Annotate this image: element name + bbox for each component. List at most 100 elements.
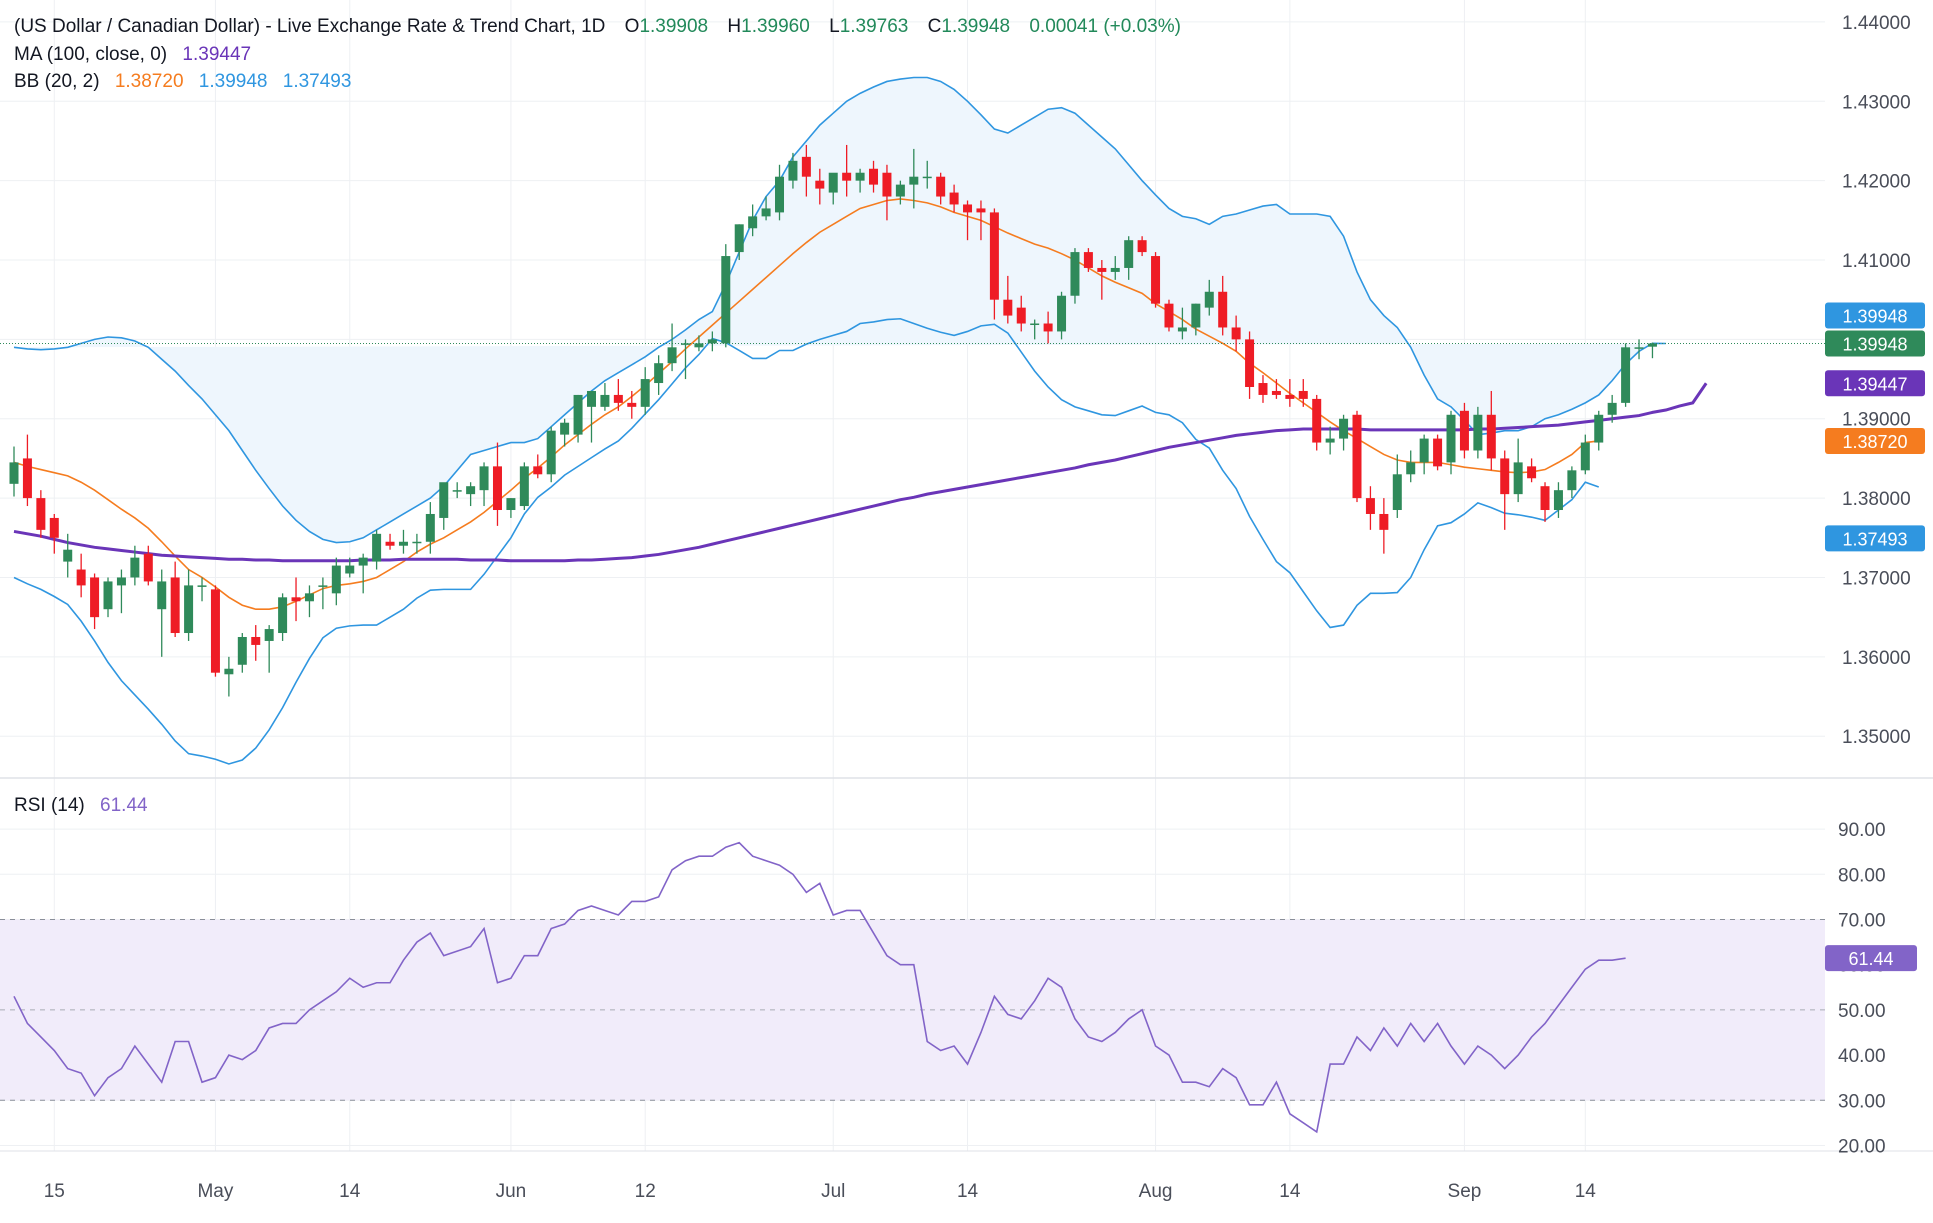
candle-body [949,192,959,205]
candle-body [1433,438,1443,467]
candle-body [1137,240,1147,253]
candle-body [1285,394,1295,399]
candle [1647,342,1657,359]
candle [949,184,959,213]
candle [1379,498,1389,554]
candle-body [1339,418,1349,439]
candle [694,335,704,352]
price-tick-label: 1.43000 [1842,92,1911,113]
bb-mid-price-label: 1.38720 [1842,432,1907,452]
candle [654,355,664,395]
rsi-value-tag: 61.44 [1825,945,1917,972]
candle-body [1553,490,1563,511]
candle [627,390,637,419]
candle [1553,482,1563,518]
candle-body [936,176,946,197]
candle-body [815,180,825,189]
candle-body [479,466,489,491]
rsi-tick-label: 90.00 [1838,820,1886,841]
candle [922,160,932,189]
chart-header: (US Dollar / Canadian Dollar) - Live Exc… [14,16,1181,37]
candle-body [1527,466,1537,479]
candle [1137,236,1147,257]
candle [143,545,153,586]
candle [1110,256,1120,280]
price-tick-label: 1.44000 [1842,13,1911,34]
time-tick-label: 12 [635,1181,656,1202]
candle [788,152,798,189]
candle [251,625,261,661]
candle [1392,454,1402,518]
candle-body [76,569,86,586]
candle-body [600,394,610,407]
candle [976,200,986,241]
rsi-legend-value: 61.44 [100,795,148,816]
rsi-tick-label: 40.00 [1838,1046,1886,1067]
price-tick-label: 1.41000 [1842,251,1911,272]
candle-body [694,343,704,348]
candle [1486,390,1496,471]
candle [157,569,167,657]
candle [1365,486,1375,530]
candle [828,172,838,205]
candle [1003,275,1013,324]
bb-legend-lower: 1.37493 [283,71,352,92]
candle [1473,406,1483,459]
bb-lower-price-tag: 1.37493 [1825,525,1925,552]
candle-body [103,581,113,610]
candle-body [1271,390,1281,395]
ohlc-low-value: 1.39763 [840,16,909,37]
candle-body [170,577,180,634]
candle-body [546,430,556,475]
candle [842,144,852,197]
price-labels: 1.39948 1.39948 1.39447 1.38720 1.37493 … [1825,302,1925,972]
ma-legend-label: MA (100, close, 0) [14,44,167,65]
candle-body [573,394,583,435]
candle [385,533,395,550]
candle-body [452,490,462,492]
candle-body [1312,398,1322,443]
candle-body [721,256,731,344]
candle-body [681,343,690,345]
candle-body [1245,339,1255,387]
candle-body [613,394,623,403]
bollinger-upper-line [13,76,1666,544]
candle-body [264,629,274,641]
candle [492,442,502,526]
candle [331,557,341,606]
candle [1164,299,1174,332]
ohlc-open-value: 1.39908 [639,16,708,37]
candle-body [318,585,328,587]
candle [1567,466,1577,499]
candle-body [761,208,771,217]
candle [1151,252,1161,308]
candle-body [210,589,220,673]
time-tick-label: Sep [1448,1181,1482,1202]
candle-body [976,208,986,213]
rsi-legend: RSI (14) 61.44 [14,795,148,816]
candle [224,656,234,697]
candle-body [251,636,261,645]
bb-legend-mid: 1.38720 [115,71,184,92]
time-tick-label: 14 [1279,1181,1301,1202]
candle-body [63,549,73,562]
candle [1016,295,1026,332]
candle [439,482,449,530]
time-tick-label: Jun [496,1181,527,1202]
candle-body [1540,486,1550,511]
time-tick-label: 14 [957,1181,979,1202]
rsi-line [13,841,1626,1134]
price-tick-label: 1.42000 [1842,172,1911,193]
candle-body [828,172,838,193]
candle-body [1030,323,1040,326]
candle-body [22,458,32,499]
candle-body [667,347,677,364]
candle [1312,394,1322,451]
candle-body [331,565,341,594]
candle-body [1325,438,1335,443]
candle-body [492,466,502,511]
candle [801,144,811,197]
candle [1258,375,1268,403]
candle-body [1083,252,1093,268]
